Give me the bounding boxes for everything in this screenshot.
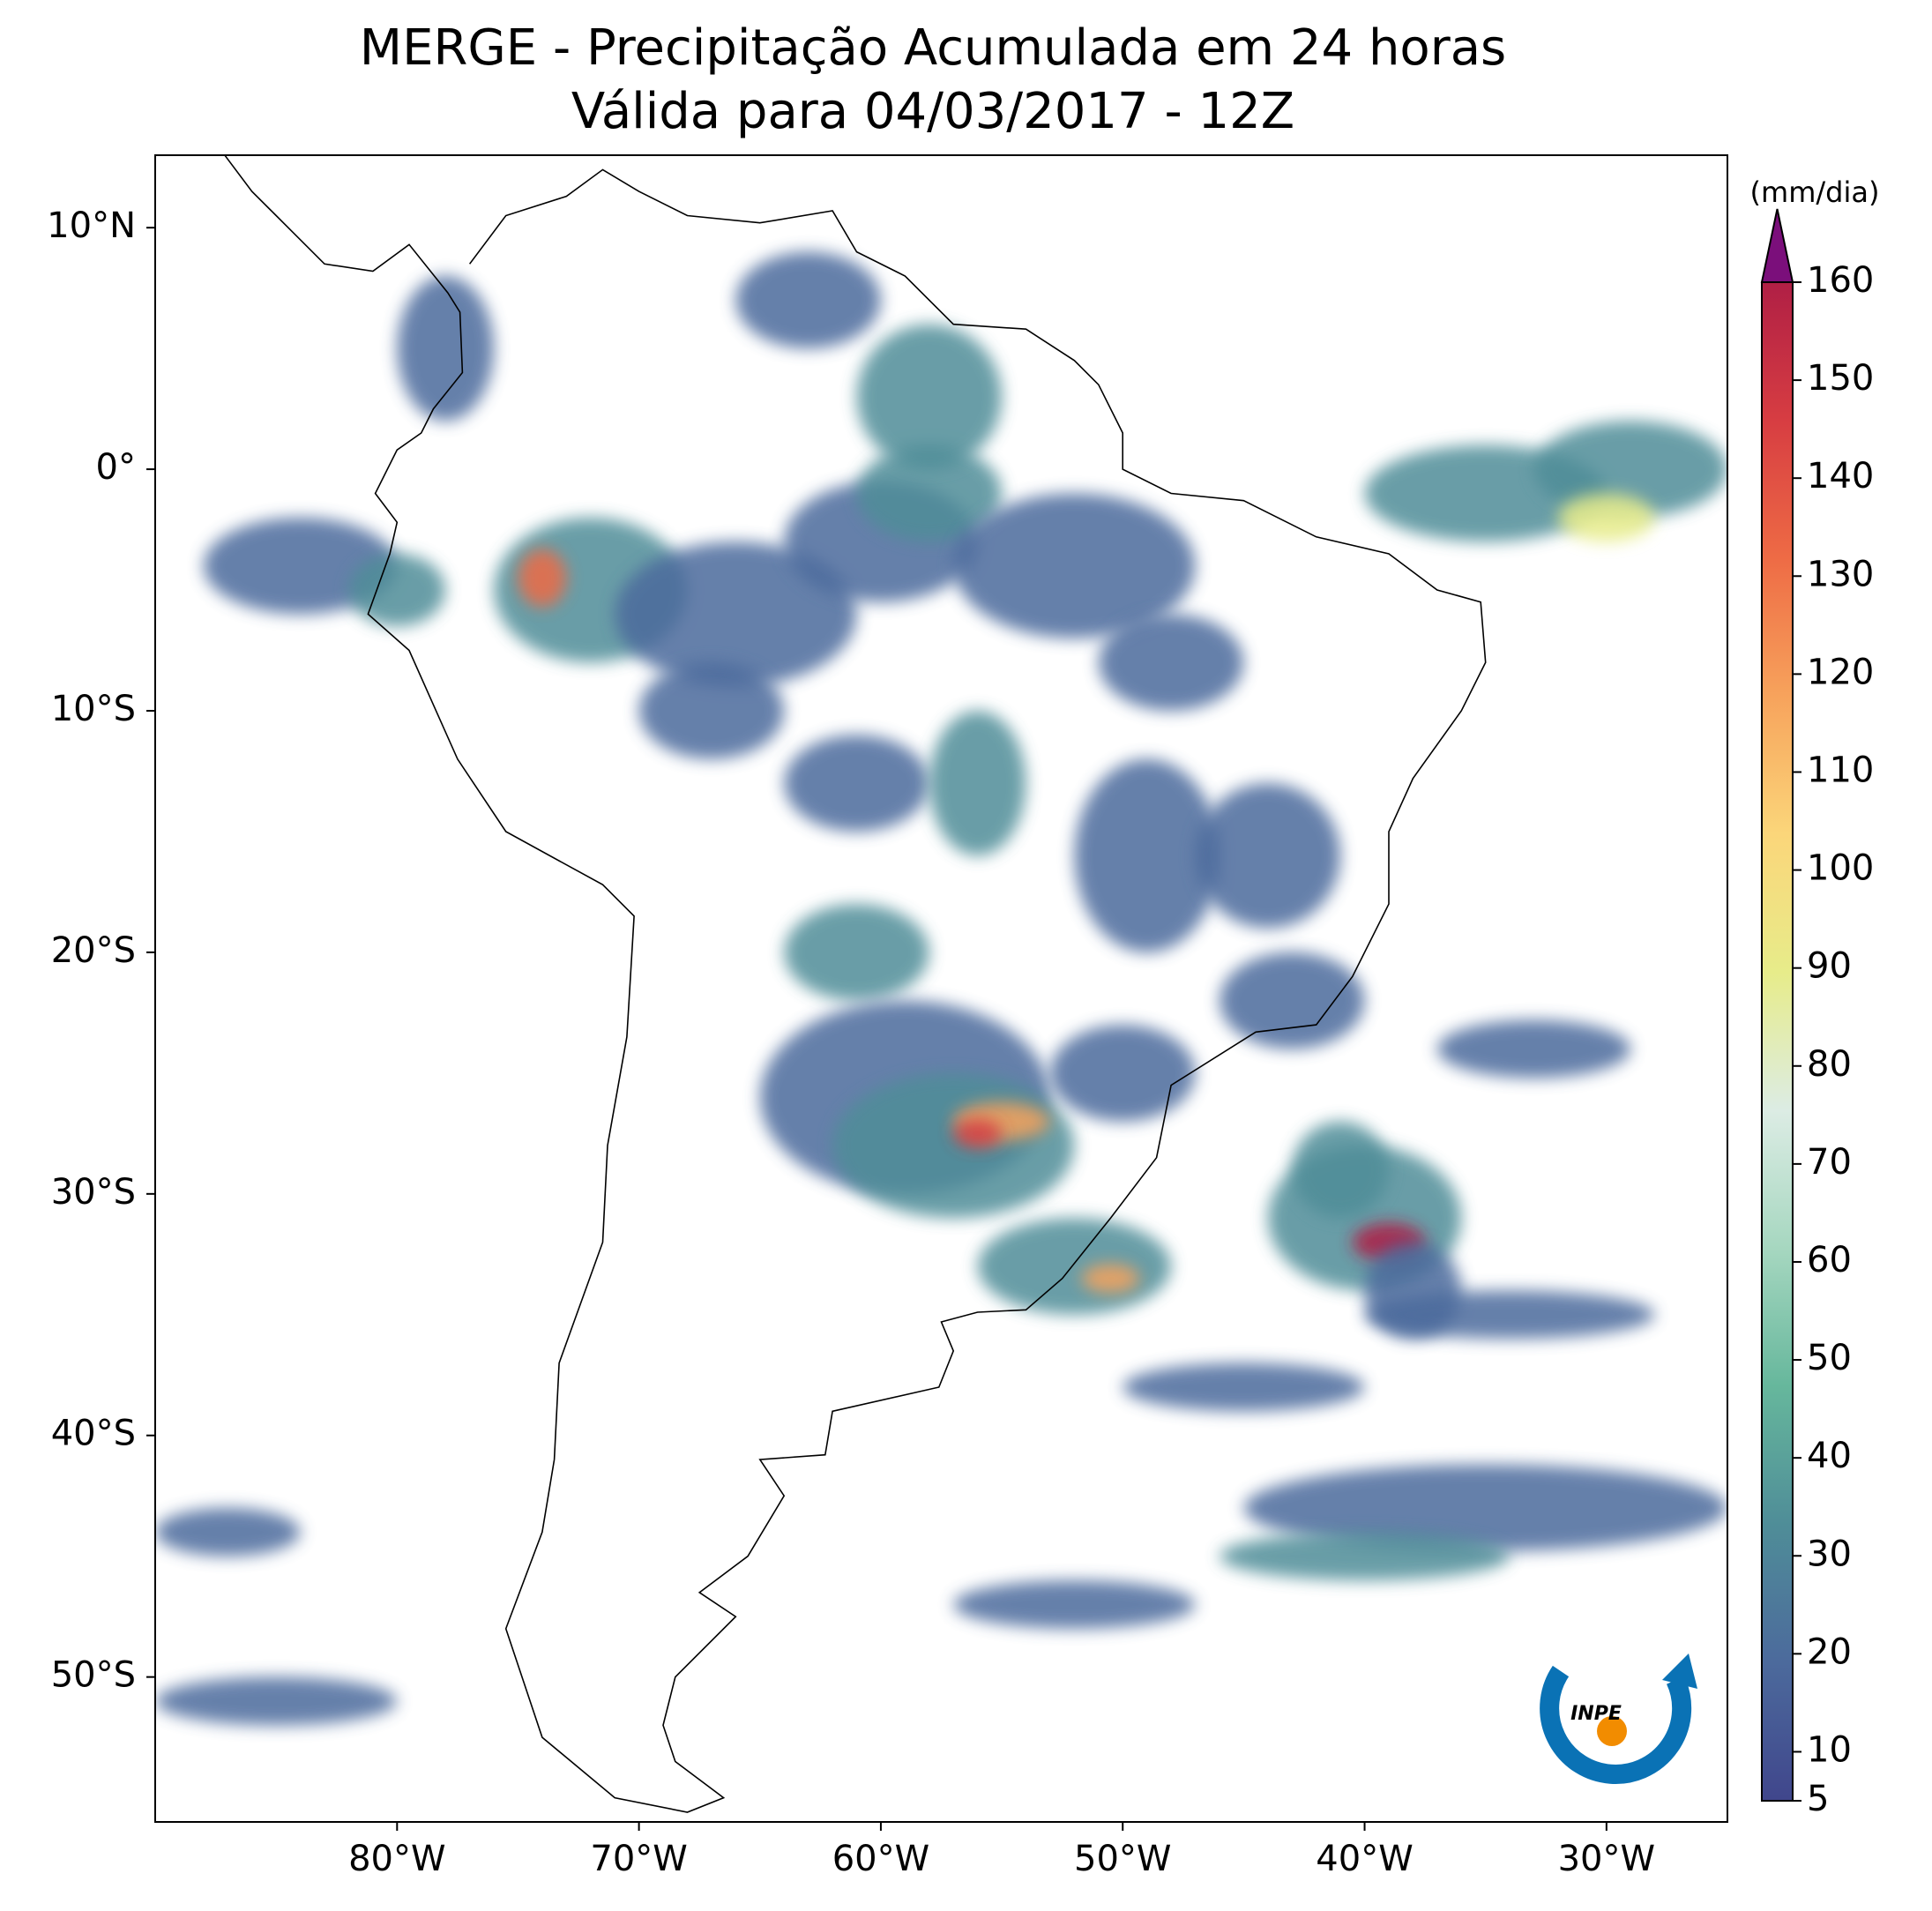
colorbar-tick-label: 5 xyxy=(1807,1779,1829,1819)
x-tick-label: 50°W xyxy=(1074,1839,1171,1879)
precip-field xyxy=(1098,614,1244,712)
precip-field xyxy=(1123,1362,1365,1412)
logo-arrow xyxy=(1662,1653,1697,1689)
logo-dot xyxy=(1597,1716,1627,1746)
colorbar-tick-label: 10 xyxy=(1807,1729,1852,1770)
y-tick-label: 50°S xyxy=(51,1655,136,1696)
precip-field xyxy=(1050,1025,1196,1122)
colorbar-tick-label: 130 xyxy=(1807,554,1874,594)
logo: INPE xyxy=(1540,1653,1697,1784)
logo-text: INPE xyxy=(1570,1703,1622,1725)
colorbar-tick-label: 120 xyxy=(1807,652,1874,692)
colorbar-tick-label: 20 xyxy=(1807,1631,1852,1672)
precip-field xyxy=(1558,493,1655,542)
precip-field xyxy=(155,1676,398,1726)
precip-field xyxy=(953,493,1196,638)
logo-swoosh xyxy=(1540,1665,1692,1784)
x-tick-label: 60°W xyxy=(832,1839,929,1879)
precip-field xyxy=(1220,952,1365,1049)
precip-field xyxy=(856,324,1002,470)
y-tick-label: 40°S xyxy=(51,1414,136,1454)
precip-field xyxy=(615,541,857,687)
precip-field xyxy=(1074,758,1220,952)
y-tick-label: 10°N xyxy=(47,205,136,246)
y-tick-label: 0° xyxy=(96,447,136,488)
colorbar-tick-label: 40 xyxy=(1807,1436,1852,1476)
precip-field xyxy=(1243,1464,1727,1552)
x-tick-label: 30°W xyxy=(1558,1839,1655,1879)
precip-field xyxy=(203,517,398,615)
precip-field xyxy=(953,1580,1196,1629)
subtitle: Válida para 04/03/2017 - 12Z xyxy=(571,83,1294,140)
precip-field xyxy=(784,735,929,832)
colorbar-tick-label: 60 xyxy=(1807,1240,1852,1280)
precip-field xyxy=(856,444,1002,542)
precip-field xyxy=(1436,1019,1631,1079)
precip-field xyxy=(1364,1290,1655,1340)
x-tick-label: 80°W xyxy=(348,1839,445,1879)
precip-field xyxy=(518,549,567,608)
y-tick-label: 20°S xyxy=(51,930,136,971)
y-tick-label: 10°S xyxy=(51,689,136,729)
coastline xyxy=(223,155,1487,1813)
map-area xyxy=(155,155,1727,1813)
precip-field xyxy=(929,710,1026,856)
precip-field xyxy=(832,1072,1075,1219)
precip-field xyxy=(1292,1121,1389,1219)
colorbar-tick-label: 160 xyxy=(1807,260,1874,301)
colorbar xyxy=(1761,281,1794,1802)
precip-field xyxy=(735,251,881,349)
colorbar-extend xyxy=(1760,208,1794,283)
precip-field xyxy=(1081,1264,1140,1294)
x-tick-label: 40°W xyxy=(1316,1839,1413,1879)
precip-field xyxy=(1195,783,1341,929)
x-tick-label: 70°W xyxy=(590,1839,687,1879)
precip-field xyxy=(953,1118,1003,1148)
colorbar-tick-label: 110 xyxy=(1807,750,1874,790)
precip-field xyxy=(155,1507,301,1556)
colorbar-tick-label: 30 xyxy=(1807,1534,1852,1574)
colorbar-tick-label: 70 xyxy=(1807,1142,1852,1183)
colorbar-tick-label: 140 xyxy=(1807,456,1874,496)
colorbar-label: (mm/dia) xyxy=(1750,175,1880,209)
precip-field xyxy=(977,1218,1171,1315)
precip-field xyxy=(1533,421,1727,518)
title: MERGE - Precipitação Acumulada em 24 hor… xyxy=(360,19,1506,77)
precip-field xyxy=(1220,1532,1510,1581)
precip-field xyxy=(784,904,929,1001)
colorbar-tick-label: 90 xyxy=(1807,946,1852,987)
colorbar-tick-label: 50 xyxy=(1807,1338,1852,1378)
map-frame xyxy=(154,154,1728,1823)
y-tick-label: 30°S xyxy=(51,1172,136,1213)
colorbar-tick-label: 80 xyxy=(1807,1044,1852,1085)
colorbar-tick-label: 150 xyxy=(1807,358,1874,399)
colorbar-tick-label: 100 xyxy=(1807,848,1874,889)
precip-field xyxy=(397,275,494,422)
precip-field xyxy=(638,662,785,759)
precip-field xyxy=(348,553,446,627)
